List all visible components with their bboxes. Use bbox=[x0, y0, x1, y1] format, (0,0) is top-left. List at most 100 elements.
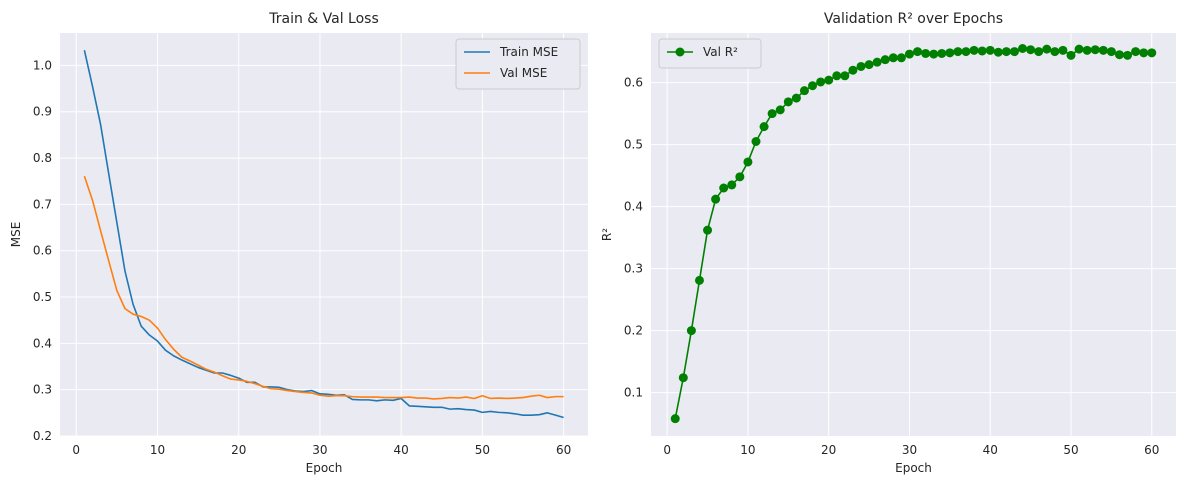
data-point bbox=[880, 55, 890, 65]
data-point bbox=[848, 65, 858, 75]
data-point bbox=[856, 61, 866, 71]
x-tick-label: 30 bbox=[902, 443, 917, 457]
data-point bbox=[751, 137, 761, 146]
y-tick-label: 0.3 bbox=[33, 383, 52, 397]
data-point bbox=[1042, 44, 1052, 54]
data-point bbox=[929, 49, 939, 59]
data-point bbox=[791, 93, 801, 103]
y-axis-label: MSE bbox=[9, 222, 23, 248]
legend-label: Val R² bbox=[703, 45, 738, 59]
data-point bbox=[1147, 48, 1157, 58]
data-point bbox=[969, 45, 979, 55]
data-point bbox=[904, 49, 914, 59]
y-tick-label: 0.2 bbox=[624, 324, 643, 338]
x-tick-label: 20 bbox=[821, 443, 836, 457]
y-tick-label: 0.2 bbox=[33, 429, 52, 443]
data-point bbox=[767, 109, 777, 119]
data-point bbox=[937, 48, 947, 58]
x-tick-label: 0 bbox=[72, 443, 80, 457]
chart-title: Validation R² over Epochs bbox=[824, 11, 1003, 27]
data-point bbox=[711, 194, 721, 204]
x-axis-label: Epoch bbox=[306, 461, 343, 475]
data-point bbox=[735, 172, 745, 182]
y-tick-label: 0.4 bbox=[624, 200, 643, 214]
plot-area bbox=[651, 33, 1176, 436]
data-point bbox=[686, 326, 696, 336]
data-point bbox=[913, 47, 923, 57]
data-point bbox=[1026, 45, 1036, 55]
data-point bbox=[678, 373, 688, 383]
data-point bbox=[719, 183, 729, 193]
y-tick-label: 0.5 bbox=[33, 290, 52, 304]
y-tick-label: 1.0 bbox=[33, 58, 52, 72]
data-point bbox=[1082, 45, 1092, 55]
data-point bbox=[864, 60, 874, 70]
y-tick-label: 0.4 bbox=[33, 336, 52, 350]
data-point bbox=[670, 414, 680, 424]
data-point bbox=[824, 75, 834, 85]
data-point bbox=[832, 71, 842, 81]
loss-chart-panel: 0 10 20 30 40 50 60 0.2 0.3 0.4 0.5 0.6 0.7 0.8 0.9 1.0… bbox=[9, 11, 588, 475]
x-tick-label: 30 bbox=[312, 443, 327, 457]
x-tick-label: 10 bbox=[740, 443, 755, 457]
data-point bbox=[1114, 50, 1124, 60]
data-point bbox=[808, 81, 818, 91]
x-axis-label: Epoch bbox=[895, 461, 932, 475]
y-tick-label: 0.7 bbox=[33, 197, 52, 211]
legend: Train MSE Val MSE bbox=[455, 38, 581, 90]
data-point bbox=[872, 57, 882, 67]
data-point bbox=[840, 71, 850, 81]
x-tick-label: 60 bbox=[556, 443, 571, 457]
x-tick-label: 20 bbox=[231, 443, 246, 457]
data-point bbox=[1074, 44, 1084, 54]
data-point bbox=[1098, 45, 1108, 55]
data-point bbox=[1123, 50, 1133, 60]
data-point bbox=[1131, 47, 1141, 57]
data-point bbox=[888, 53, 898, 63]
legend-marker bbox=[675, 47, 685, 57]
data-point bbox=[775, 105, 785, 115]
data-point bbox=[985, 45, 995, 55]
y-tick-label: 0.6 bbox=[624, 76, 643, 90]
x-tick-label: 40 bbox=[394, 443, 409, 457]
data-point bbox=[694, 275, 704, 285]
data-point bbox=[1009, 47, 1019, 57]
data-point bbox=[1090, 45, 1100, 55]
data-point bbox=[921, 48, 931, 58]
data-point bbox=[1034, 47, 1044, 57]
legend-label: Train MSE bbox=[499, 45, 558, 59]
data-point bbox=[759, 122, 769, 132]
y-tick-label: 0.9 bbox=[33, 105, 52, 119]
data-point bbox=[783, 97, 793, 107]
y-tick-label: 0.1 bbox=[624, 386, 643, 400]
series-line bbox=[83, 49, 564, 419]
data-point bbox=[1001, 47, 1011, 57]
x-tick-label: 10 bbox=[150, 443, 165, 457]
y-tick-label: 0.3 bbox=[624, 262, 643, 276]
data-point bbox=[727, 180, 737, 190]
r2-chart-panel: 0 10 20 30 40 50 60 0.1 0.2 0.3 0.4 0.5 0.6 Validatio… bbox=[600, 11, 1176, 475]
data-point bbox=[961, 47, 971, 57]
data-point bbox=[1058, 45, 1068, 55]
data-point bbox=[816, 77, 826, 87]
x-tick-label: 0 bbox=[663, 443, 671, 457]
data-point bbox=[1106, 47, 1116, 57]
y-tick-label: 0.6 bbox=[33, 244, 52, 258]
data-point bbox=[1066, 50, 1076, 60]
legend: Val R² bbox=[658, 38, 762, 69]
x-tick-label: 60 bbox=[1144, 443, 1159, 457]
x-tick-label: 40 bbox=[983, 443, 998, 457]
data-point bbox=[953, 47, 963, 57]
data-point bbox=[1139, 48, 1149, 58]
data-point bbox=[945, 48, 955, 58]
y-tick-label: 0.5 bbox=[624, 138, 643, 152]
data-point bbox=[1018, 44, 1028, 53]
x-tick-label: 50 bbox=[475, 443, 490, 457]
legend-label: Val MSE bbox=[500, 66, 547, 80]
data-point bbox=[896, 53, 906, 63]
plot-area bbox=[60, 33, 588, 436]
y-axis-label: R² bbox=[600, 228, 614, 241]
data-point bbox=[703, 225, 713, 235]
x-tick-label: 50 bbox=[1063, 443, 1078, 457]
